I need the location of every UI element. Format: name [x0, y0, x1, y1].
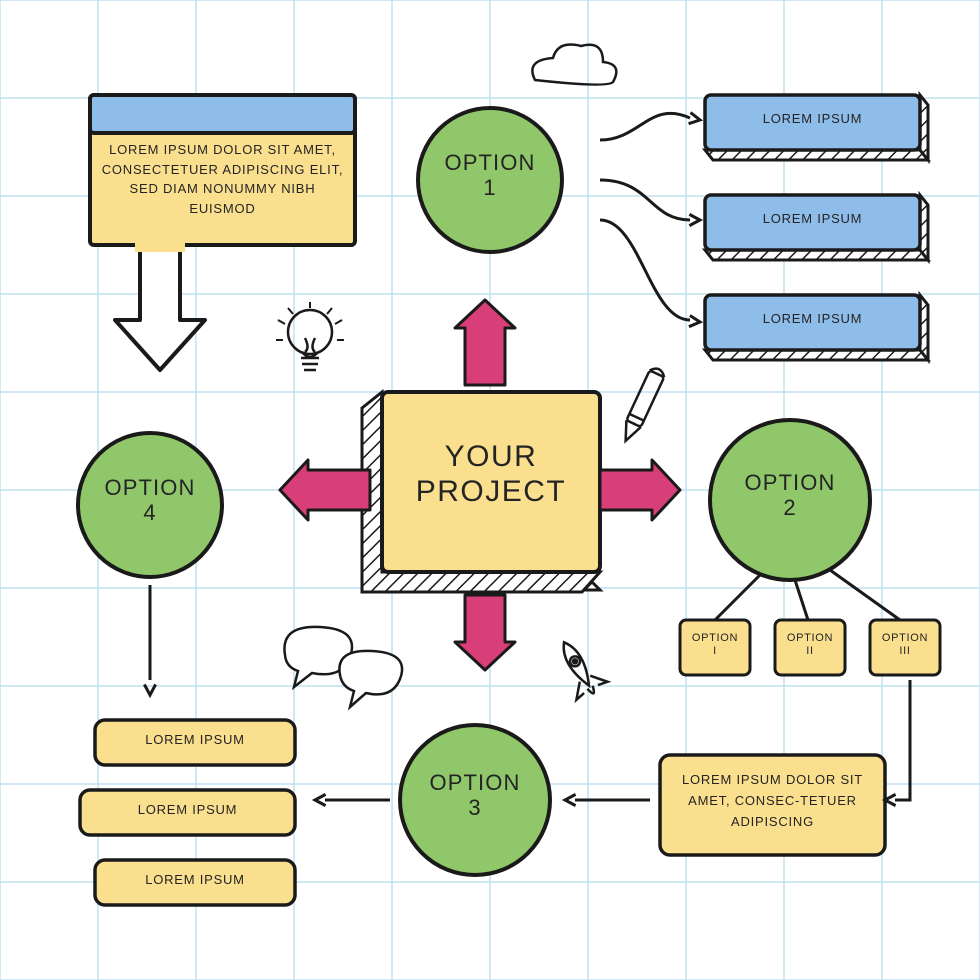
- callout-text: Lorem ipsum dolor sit amet, consectetuer…: [100, 140, 345, 218]
- center-title: YourProject: [382, 440, 600, 509]
- option-3-label: Option3: [400, 770, 550, 821]
- subopt-0-label: OptionI: [680, 632, 750, 657]
- ylist-0-label: Lorem ipsum: [95, 733, 295, 748]
- subopt-2-label: OptionIII: [870, 632, 940, 657]
- option-1-label: Option1: [418, 150, 562, 201]
- ylist-1-label: Lorem ipsum: [80, 803, 295, 818]
- option-2-label: Option2: [710, 470, 870, 521]
- blue-box-1-label: Lorem ipsum: [705, 212, 920, 227]
- blue-box-2-label: Lorem ipsum: [705, 312, 920, 327]
- subopt-1-label: OptionII: [775, 632, 845, 657]
- blue-box-0-label: Lorem ipsum: [705, 112, 920, 127]
- option-4-label: Option4: [78, 475, 222, 526]
- ylist-2-label: Lorem ipsum: [95, 873, 295, 888]
- right-para-text: Lorem ipsum dolor sit amet, consec-tetue…: [670, 770, 875, 832]
